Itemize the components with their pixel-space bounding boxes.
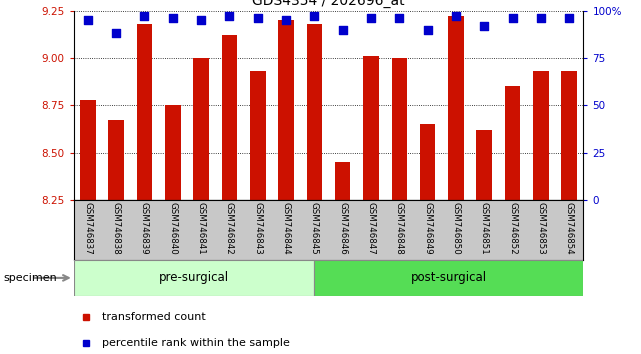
Text: percentile rank within the sample: percentile rank within the sample (102, 338, 290, 348)
Bar (137, 24, 153, 200)
Point (281, 17, 291, 23)
Text: GSM746839: GSM746839 (140, 202, 149, 255)
Text: GSM746847: GSM746847 (367, 202, 376, 255)
Bar (533, 71, 549, 200)
Point (536, 15, 546, 21)
Text: GSM746853: GSM746853 (537, 202, 545, 255)
Bar (420, 124, 435, 200)
Bar (278, 20, 294, 200)
Bar (392, 58, 407, 200)
Text: GSM746843: GSM746843 (253, 202, 262, 255)
Text: GSM746841: GSM746841 (197, 202, 206, 255)
Bar (80, 99, 96, 200)
Text: GSM746848: GSM746848 (395, 202, 404, 255)
Text: GSM746840: GSM746840 (169, 202, 178, 255)
Title: GDS4354 / 202696_at: GDS4354 / 202696_at (252, 0, 405, 8)
Text: transformed count: transformed count (102, 312, 206, 322)
Bar (222, 35, 237, 200)
Text: GSM746845: GSM746845 (310, 202, 319, 255)
Text: GSM746838: GSM746838 (112, 202, 121, 255)
Point (366, 15, 376, 21)
Text: GSM746842: GSM746842 (225, 202, 234, 255)
Point (196, 17, 206, 23)
Point (564, 15, 574, 21)
Point (253, 15, 263, 21)
Point (479, 23, 489, 29)
Point (309, 13, 319, 19)
Point (422, 27, 433, 32)
Bar (562, 71, 577, 200)
Bar (74, 260, 314, 296)
Bar (335, 162, 351, 200)
Point (168, 15, 178, 21)
Text: GSM746849: GSM746849 (423, 202, 432, 255)
Text: pre-surgical: pre-surgical (159, 272, 229, 284)
Bar (108, 120, 124, 200)
Bar (165, 105, 181, 200)
Bar (504, 86, 520, 200)
Text: GSM746837: GSM746837 (83, 202, 92, 255)
Point (111, 30, 121, 36)
Point (224, 13, 235, 19)
Bar (448, 16, 463, 200)
Point (338, 27, 348, 32)
Bar (250, 71, 265, 200)
Text: GSM746850: GSM746850 (451, 202, 460, 255)
Point (451, 13, 461, 19)
Text: GSM746851: GSM746851 (479, 202, 488, 255)
Text: GSM746852: GSM746852 (508, 202, 517, 255)
Text: GSM746846: GSM746846 (338, 202, 347, 255)
Bar (363, 56, 379, 200)
Text: specimen: specimen (3, 273, 57, 283)
Bar (314, 260, 583, 296)
Point (394, 15, 404, 21)
Text: GSM746844: GSM746844 (281, 202, 290, 255)
Text: GSM746854: GSM746854 (565, 202, 574, 255)
Bar (194, 58, 209, 200)
Point (139, 13, 149, 19)
Point (83, 17, 93, 23)
Text: post-surgical: post-surgical (411, 272, 487, 284)
Bar (306, 24, 322, 200)
Point (508, 15, 518, 21)
Bar (476, 130, 492, 200)
